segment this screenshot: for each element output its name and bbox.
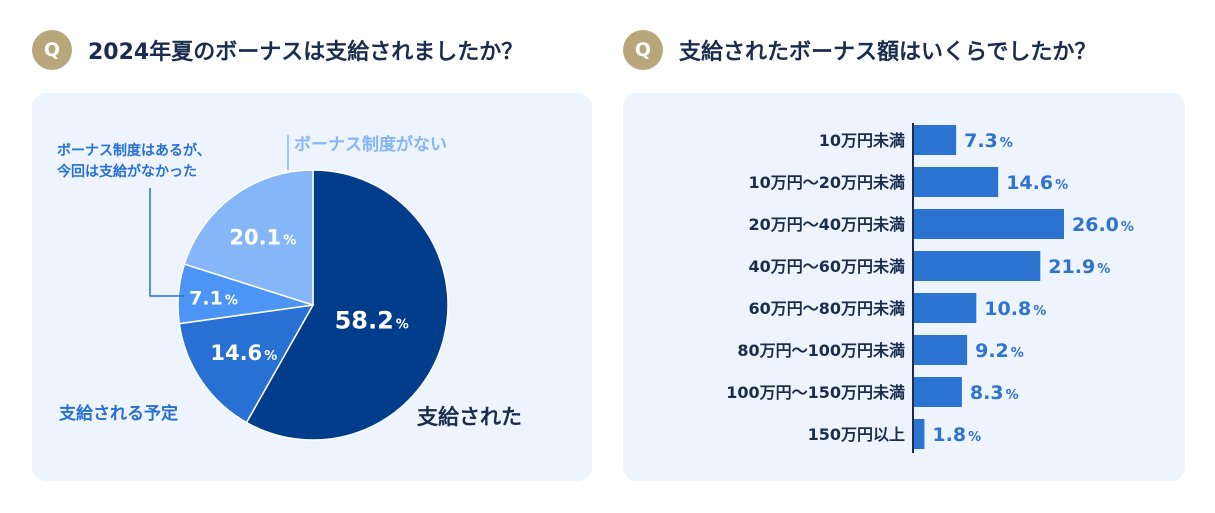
bar-category-label: 150万円以上 — [808, 425, 905, 444]
bar-value-label: 10.8% — [984, 298, 1046, 320]
pie-chart-title: 2024年夏のボーナスは支給されましたか？ — [88, 40, 524, 65]
bar-value-label: 21.9% — [1048, 256, 1110, 278]
bar-value-label: 1.8% — [932, 424, 981, 446]
bar-category-label: 20万円〜40万円未満 — [748, 215, 905, 234]
bar-value-label: 26.0% — [1072, 214, 1134, 236]
pie-category-label: ボーナス制度はあるが、 — [57, 142, 211, 159]
pie-value-label: 14.6% — [210, 341, 277, 365]
bar-chart-panel: 10万円未満 10万円〜20万円未満 20万円〜40万円未満 40万円〜60万円未満 6… — [623, 93, 1185, 481]
bar-question-header: Q 支給されたボーナス額はいくらでしたか？ — [623, 30, 1096, 70]
bar-value-label: 14.6% — [1006, 172, 1068, 194]
q-badge-icon: Q — [32, 30, 72, 70]
pie-question-header: Q 2024年夏のボーナスは支給されましたか？ — [32, 30, 523, 70]
pie-leader-line — [149, 188, 184, 297]
bar-value-label: 7.3% — [964, 130, 1013, 152]
pie-category-label: 支給された — [417, 405, 522, 429]
bar-category-label: 10万円〜20万円未満 — [748, 173, 905, 192]
bar-category-label: 60万円〜80万円未満 — [748, 299, 905, 318]
pie-slice — [178, 304, 315, 424]
bar-category-label: 80万円〜100万円未満 — [737, 341, 905, 360]
pie-chart: 58.2 % 14.6 % 7.1 % 20.1% 支給された 支給される予定 ボーナス制度はあ… — [56, 134, 522, 441]
bar-rect — [914, 419, 925, 449]
q-badge-icon: Q — [623, 30, 663, 70]
pie-slice — [245, 169, 449, 441]
bar-chart: 10万円未満 10万円〜20万円未満 20万円〜40万円未満 40万円〜60万円未満 6… — [726, 123, 1134, 453]
pie-category-label: 支給される予定 — [59, 403, 178, 424]
pie-chart-panel: 58.2% 14.6% 7.1% 20.1% 支給された 支給される予定 ボーナス制度はあ… — [32, 93, 592, 481]
bar-value-label: 9.2% — [975, 340, 1024, 362]
pie-slice — [183, 169, 314, 307]
bar-rect — [914, 167, 999, 197]
bar-chart-title: 支給されたボーナス額はいくらでしたか？ — [679, 40, 1097, 65]
bar-rect — [914, 125, 957, 155]
bar-rect — [914, 377, 962, 407]
pie-value-label: 7.1% — [189, 288, 238, 310]
bar-rect — [914, 251, 1041, 281]
pie-category-label: ボーナス制度がない — [294, 134, 447, 155]
bar-rect — [914, 293, 977, 323]
bar-rect — [914, 335, 968, 365]
bar-category-label: 10万円未満 — [819, 131, 905, 150]
pie-value-label: 58.2% — [335, 307, 409, 335]
bar-category-label: 100万円〜150万円未満 — [726, 383, 905, 402]
bar-value-label: 8.3% — [970, 382, 1019, 404]
bar-category-label: 40万円〜60万円未満 — [748, 257, 905, 276]
pie-value-label: 20.1% — [229, 225, 296, 249]
bar-rect — [914, 209, 1064, 239]
pie-category-label: 今回は支給がなかった — [56, 163, 197, 180]
